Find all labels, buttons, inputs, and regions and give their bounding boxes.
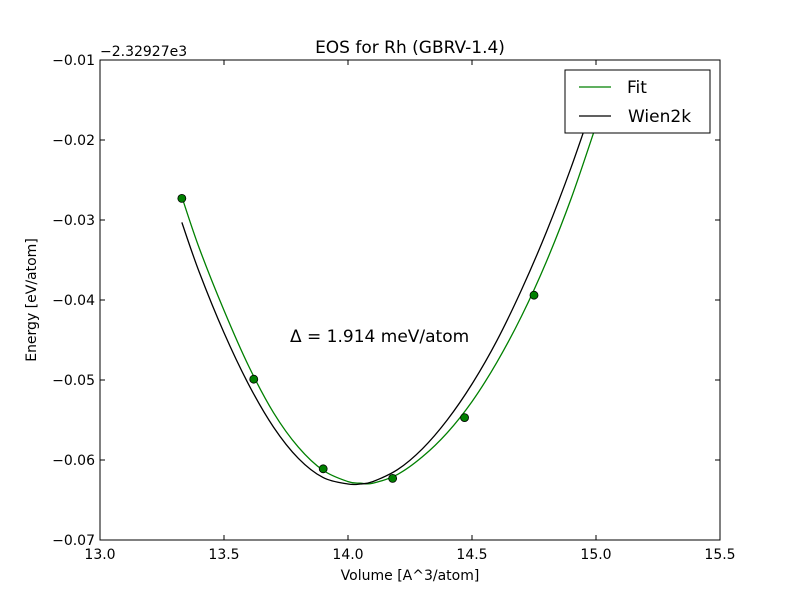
data-point (388, 473, 398, 483)
x-tick-label: 15.5 (704, 547, 735, 563)
data-point (318, 464, 328, 474)
legend-wien2k-label: Wien2k (628, 107, 691, 127)
y-tick-label: −0.01 (52, 53, 95, 69)
x-tick-label: 14.5 (456, 547, 487, 563)
y-tick-label: −0.04 (52, 293, 95, 309)
y-tick-label: −0.07 (52, 533, 95, 549)
x-tick-label: 13.5 (208, 547, 239, 563)
x-tick-label: 13.0 (84, 547, 115, 563)
y-offset-label: −2.32927e3 (100, 44, 187, 60)
data-point (249, 374, 259, 384)
legend: Fit Wien2k (564, 69, 711, 134)
x-tick-label: 14.0 (332, 547, 363, 563)
axis-ticks: 13.0 13.5 14.0 14.5 15.0 15.5 −0.07 −0.06 −0.05 −… (52, 53, 735, 563)
chart-title: EOS for Rh (GBRV-1.4) (315, 38, 505, 58)
x-tick-label: 15.0 (580, 547, 611, 563)
y-tick-label: −0.03 (52, 213, 95, 229)
data-points (177, 193, 539, 483)
delta-annotation: Δ = 1.914 meV/atom (290, 327, 469, 347)
series-line-fit (181, 125, 597, 485)
series-layer (181, 94, 597, 486)
x-axis-label: Volume [A^3/atom] (341, 568, 480, 584)
y-tick-label: −0.05 (52, 373, 95, 389)
y-tick-label: −0.02 (52, 133, 95, 149)
data-point (529, 290, 539, 300)
legend-box (564, 69, 711, 134)
series-line-wien2k (181, 94, 597, 486)
y-axis-label: Energy [eV/atom] (24, 238, 40, 362)
legend-fit-label: Fit (627, 78, 647, 98)
y-tick-label: −0.06 (52, 453, 95, 469)
data-point (177, 193, 187, 203)
data-point (460, 413, 469, 423)
